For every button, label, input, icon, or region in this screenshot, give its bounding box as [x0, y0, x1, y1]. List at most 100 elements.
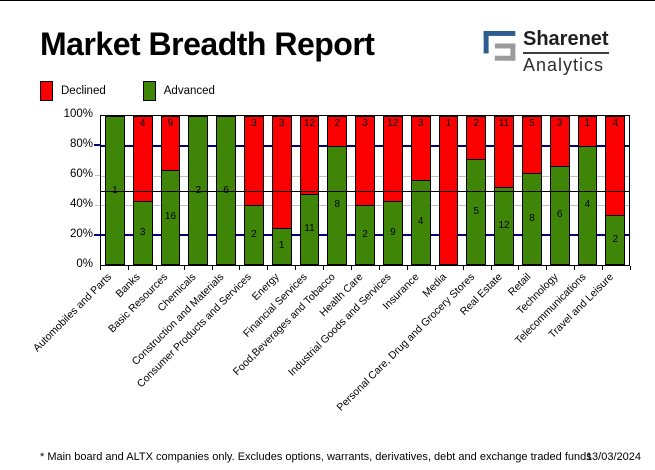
bar-segment-declined: 3 — [410, 116, 431, 180]
bar-segment-advanced: 1 — [271, 227, 292, 265]
x-axis-tick — [378, 266, 380, 270]
legend-item-advanced: Advanced — [142, 81, 215, 101]
sharenet-logo-icon — [483, 30, 516, 61]
advanced-count-label: 8 — [334, 199, 341, 211]
footnote: * Main board and ALTX companies only. Ex… — [40, 451, 592, 463]
logo-text: Sharenet Analytics — [523, 29, 609, 75]
advanced-count-label: 2 — [362, 229, 368, 241]
x-axis-tick — [434, 266, 436, 270]
bar-segment-advanced: 3 — [132, 201, 153, 265]
chart-legend: Declined Advanced — [40, 81, 252, 101]
bar-segment-advanced: 5 — [466, 158, 487, 265]
bar-segment-advanced: 8 — [327, 145, 348, 265]
advanced-count-label: 2 — [612, 234, 619, 246]
advanced-count-label: 9 — [390, 227, 396, 239]
bar-segment-declined: 3 — [549, 116, 570, 166]
x-axis-tick — [295, 266, 297, 270]
report-date: 13/03/2024 — [585, 451, 641, 463]
legend-label-advanced: Advanced — [163, 85, 215, 97]
bar-segment-declined: 1 — [577, 116, 598, 146]
bar-segment-advanced: 4 — [577, 145, 598, 265]
advanced-count-label: 6 — [556, 209, 563, 221]
y-axis-tick — [94, 144, 100, 146]
logo-divider — [523, 52, 609, 54]
bar-2: 9 16 — [157, 116, 185, 265]
advanced-swatch-icon — [142, 81, 156, 101]
x-axis-tick — [630, 266, 631, 270]
sharenet-logo: Sharenet Analytics — [483, 29, 609, 75]
bar-segment-declined: 3 — [271, 116, 292, 228]
x-axis-tick — [267, 266, 269, 270]
bar-segment-declined: 9 — [160, 116, 181, 170]
declined-count-label: 5 — [529, 118, 535, 129]
x-axis-tick — [406, 266, 408, 270]
bar-segment-declined: 4 — [132, 116, 153, 202]
declined-count-label: 3 — [417, 118, 424, 129]
advanced-count-label: 12 — [498, 220, 510, 232]
declined-count-label: 3 — [362, 118, 368, 129]
bar-10: 12 9 — [379, 116, 407, 265]
bar-segment-advanced: 2 — [243, 205, 264, 265]
bar-14: 11 12 — [490, 116, 518, 265]
bar-segment-declined: 3 — [243, 116, 264, 206]
declined-count-label: 12 — [387, 118, 399, 129]
y-tick-label: 0% — [76, 258, 93, 270]
bar-segment-declined: 3 — [355, 116, 375, 206]
y-axis-tick — [95, 205, 100, 206]
advanced-count-label: 1 — [112, 185, 118, 196]
declined-count-label: 1 — [445, 118, 452, 129]
x-axis-tick — [574, 266, 576, 270]
bar-segment-advanced: 8 — [521, 173, 542, 265]
bar-segment-declined: 2 — [466, 116, 487, 159]
y-tick-label: 100% — [63, 108, 93, 120]
declined-count-label: 9 — [167, 118, 174, 129]
x-axis-tick — [546, 266, 548, 270]
declined-swatch-icon — [40, 81, 53, 101]
bar-segment-declined: 12 — [382, 116, 403, 202]
advanced-count-label: 5 — [473, 205, 480, 217]
declined-count-label: 2 — [473, 118, 480, 129]
bar-segment-advanced: 9 — [382, 201, 403, 265]
chart-plot-area: 1439162632311211283212934125111258361442 — [100, 115, 630, 266]
legend-item-declined: Declined — [40, 81, 106, 101]
logo-name: Sharenet — [523, 28, 609, 50]
x-axis-tick — [183, 266, 185, 270]
advanced-count-label: 6 — [223, 185, 229, 196]
fifty-percent-line — [101, 190, 629, 192]
bar-segment-advanced: 2 — [605, 215, 626, 265]
advanced-count-label: 4 — [584, 199, 591, 211]
bar-segment-advanced: 12 — [494, 187, 514, 265]
y-tick-label: 60% — [69, 168, 93, 180]
page-top-border — [0, 0, 655, 1]
x-axis-label: Automobiles and Parts — [31, 271, 115, 355]
x-axis-tick — [127, 266, 129, 270]
y-tick-label: 20% — [69, 228, 93, 240]
declined-count-label: 1 — [584, 118, 591, 129]
legend-label-declined: Declined — [61, 85, 106, 97]
bar-7: 12 11 — [296, 116, 324, 265]
y-axis-tick — [94, 234, 100, 236]
declined-count-label: 12 — [303, 118, 316, 129]
advanced-count-label: 1 — [278, 240, 285, 252]
advanced-count-label: 2 — [196, 185, 202, 196]
x-axis-tick — [462, 266, 464, 270]
x-axis-tick — [211, 266, 213, 270]
y-tick-label: 80% — [69, 138, 93, 150]
x-axis-tick — [490, 266, 492, 270]
x-axis-tick — [602, 266, 604, 270]
x-axis-tick — [323, 266, 325, 270]
x-axis-tick — [100, 266, 101, 270]
advanced-count-label: 8 — [529, 213, 535, 225]
declined-count-label: 2 — [334, 118, 341, 129]
x-axis-tick — [351, 266, 353, 270]
